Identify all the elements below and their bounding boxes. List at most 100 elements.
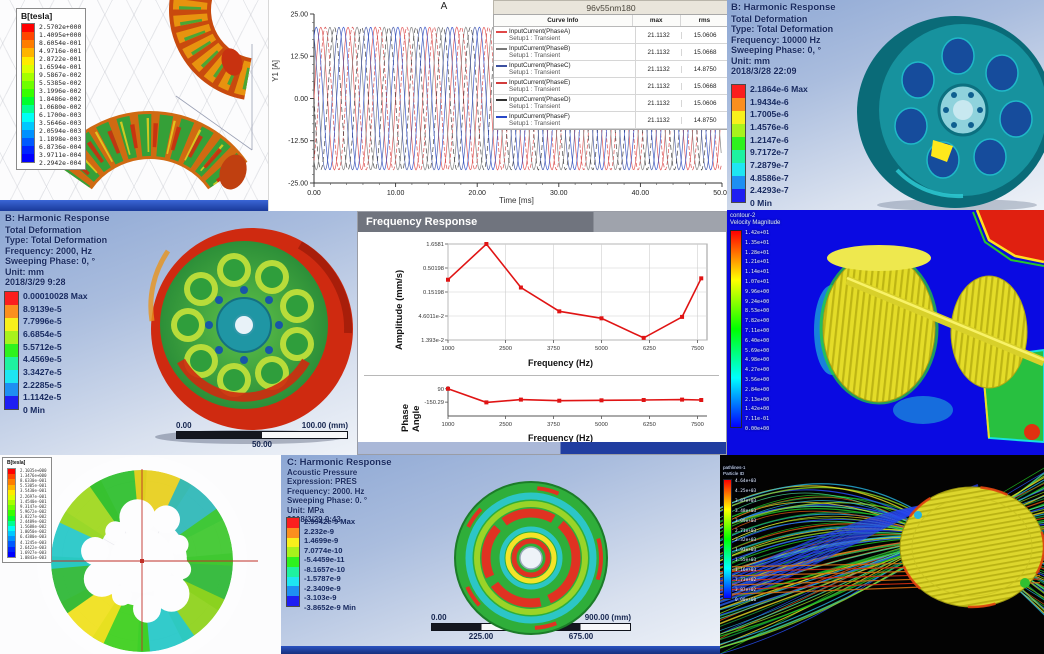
legend-color-band [287, 566, 299, 577]
curve-color-swatch [496, 115, 507, 118]
scale-ruler: 0.00 450.00 900.00 (mm) 225.00 675.00 [431, 613, 631, 641]
legend-title-line: Particle ID [723, 470, 745, 476]
legend-title-line: pathlines-1 [723, 465, 746, 470]
legend-color-band [22, 137, 34, 146]
window-bottom-strip [358, 442, 726, 454]
velocity-contour-panel: contour-2 Velocity Magnitude 1.42e+01 1.35… [727, 210, 1044, 455]
legend-color-band [732, 176, 745, 189]
window-titlebar[interactable]: Frequency Response [358, 212, 726, 232]
result-info-text: B: Harmonic Response Total Deformation Typ… [5, 213, 175, 288]
acoustic-pressure-panel: C: Harmonic Response Acoustic Pressure Exp… [281, 455, 720, 654]
legend-color-band [5, 344, 18, 357]
curve-info-table: Curve Info max rms InputCurrent(PhaseA) … [493, 14, 728, 130]
legend-value: 3.9711e-004 [39, 151, 82, 159]
legend-value: 3.87e+02 [735, 587, 757, 593]
curve-rms: 14.8750 [693, 65, 717, 73]
curve-name-cell: InputCurrent(PhaseD) Setup1 : Transient [494, 95, 636, 111]
svg-text:50.00: 50.00 [713, 190, 728, 197]
legend-color-band [287, 518, 299, 528]
legend-color-band [22, 89, 34, 98]
amplitude-axis-label: Amplitude (mm/s) [394, 269, 405, 350]
legend-colorbar [730, 230, 742, 428]
legend-value: 3.56e+00 [745, 376, 770, 383]
legend-value: 7.82e+00 [745, 318, 770, 325]
legend-value: 1.6594e-001 [39, 63, 82, 71]
table-row: InputCurrent(PhaseD) Setup1 : Transient … [494, 95, 728, 112]
ruler-bottom-labels: 225.00 675.00 [431, 632, 631, 641]
legend-value: 3.8227e-002 [20, 513, 47, 519]
legend-color-band [5, 305, 18, 318]
info-line: Expression: PRES [287, 477, 357, 486]
curve-setup: Setup1 : Transient [509, 86, 561, 93]
legend-value: 1.5688e-002 [20, 524, 47, 530]
window-bottom-strip [281, 646, 720, 654]
pressure-legend: 2.9942e-9 Max 2.232e-9 1.4699e-9 7.0774e-10… [286, 517, 356, 612]
curve-color-swatch [496, 64, 507, 67]
legend-color-band [732, 98, 745, 111]
legend-value: 3.3427e-5 [23, 366, 62, 377]
curve-name: InputCurrent(PhaseD) [509, 96, 571, 103]
svg-text:25.00: 25.00 [290, 11, 308, 18]
legend-value: 1.55e+03 [735, 558, 757, 564]
legend-value: 4.64e+03 [735, 479, 757, 484]
legend-value: 2.0594e-003 [39, 127, 82, 135]
scale-ruler: 0.00 100.00 (mm) 50.00 [176, 421, 348, 449]
ruler-label: 675.00 [568, 632, 594, 641]
legend-value: 2.13e+00 [745, 396, 770, 403]
legend-color-band [5, 331, 18, 344]
legend-value: 1.4540e-001 [20, 498, 47, 504]
legend-color-band [8, 520, 15, 526]
ruler-label: 900.00 (mm) [584, 613, 631, 622]
legend-color-band [732, 137, 745, 150]
legend-value: 4.8586e-7 [750, 172, 789, 183]
info-line: Total Deformation [731, 13, 808, 24]
legend-colorbar [7, 468, 16, 558]
curve-setup: Setup1 : Transient [509, 52, 561, 59]
header-curve-info: Curve Info [494, 15, 633, 26]
legend-color-band [22, 48, 34, 57]
pathlines-panel: pathlines-1 Particle ID 4.64e+03 4.25e+03 3… [720, 455, 1044, 654]
plot-title: A [440, 1, 448, 12]
legend-labels: 4.64e+03 4.25e+03 3.87e+03 3.48e+03 3.09e+03… [735, 479, 756, 603]
legend-value: 2.71e+03 [735, 528, 757, 534]
legend-color-band [8, 525, 15, 532]
legend-value: 1.8486e-002 [39, 95, 82, 103]
legend-color-band [8, 474, 15, 480]
curve-setup: Setup1 : Transient [509, 103, 561, 110]
svg-text:12.50: 12.50 [290, 54, 308, 61]
legend-color-band [732, 85, 745, 98]
legend-value: -2.3409e-9 [304, 583, 341, 593]
svg-text:7500: 7500 [691, 422, 704, 428]
curve-color-swatch [496, 81, 507, 84]
flywheel-3d-rendering [857, 16, 1044, 210]
legend-value: 7.7996e-5 [23, 316, 62, 327]
legend-color-band [22, 129, 34, 138]
info-line: Total Deformation [5, 224, 82, 235]
curve-name-cell: InputCurrent(PhaseA) Setup1 : Transient [494, 27, 636, 43]
divider [364, 375, 719, 376]
info-line: Frequency: 10000 Hz [731, 34, 821, 45]
ruler-bar [431, 623, 631, 631]
legend-color-band [8, 500, 15, 506]
info-line: Frequency: 2000, Hz [5, 245, 93, 256]
legend-value: 3.5430e-001 [20, 488, 47, 494]
legend-value: 7.11e+00 [745, 327, 770, 334]
ruler-label: 225.00 [468, 632, 494, 641]
legend-value: 1.0680e-002 [39, 103, 82, 111]
legend-value: 4.27e+00 [745, 367, 770, 374]
legend-color-band [8, 484, 15, 490]
legend-color-band [8, 536, 15, 542]
legend-value: 2.9942e-9 Max [304, 517, 356, 526]
legend-value: 8.6330e-001 [20, 478, 47, 484]
info-line: Sweeping Phase: 0. ° [287, 496, 368, 505]
legend-labels: 0.00010028 Max 8.9139e-5 7.7996e-5 6.6854e-… [23, 291, 88, 415]
info-line: 2018/3/29 9:43 [287, 515, 341, 524]
svg-text:1.6581: 1.6581 [426, 242, 444, 248]
legend-value: 6.4380e-003 [20, 534, 47, 540]
legend-color-band [8, 505, 15, 511]
legend-value: 2.5702e+000 [39, 23, 82, 31]
legend-value: 1.4699e-9 [304, 536, 339, 546]
legend-value: -3.103e-9 [304, 593, 337, 603]
legend-value: 1.7005e-6 [750, 109, 789, 120]
